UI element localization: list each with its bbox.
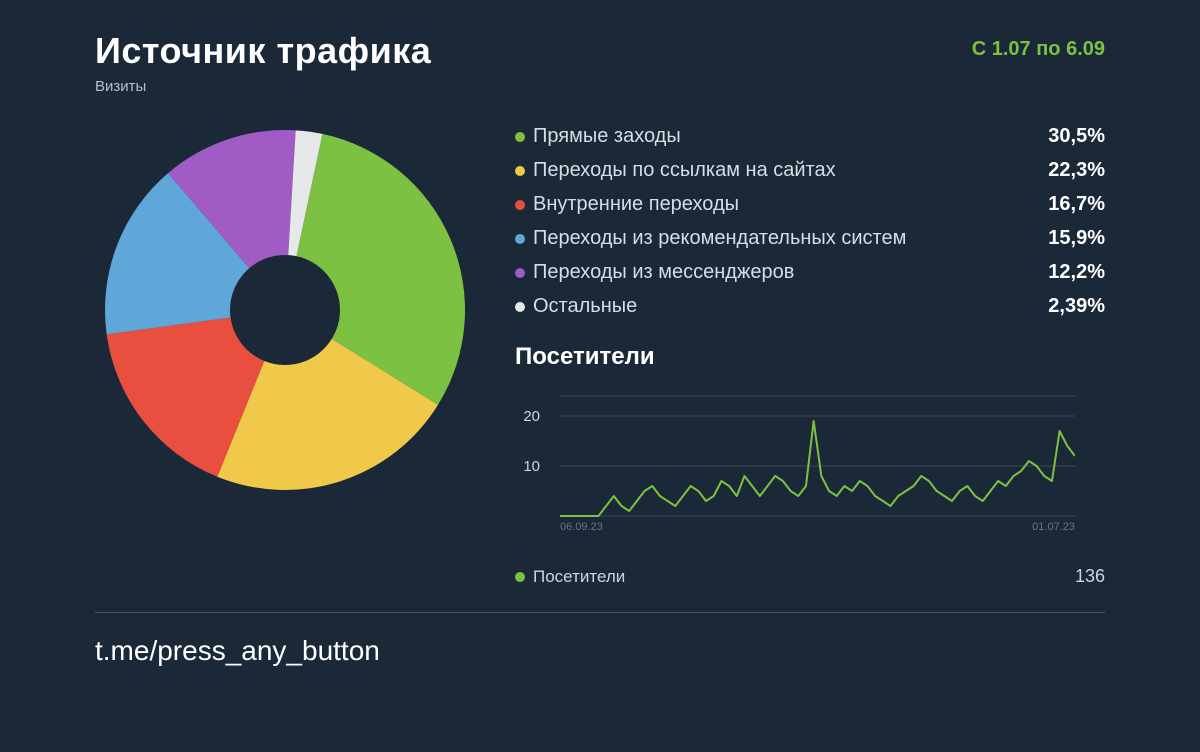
page-subtitle: Визиты bbox=[95, 78, 431, 95]
legend-value: 15,9% bbox=[1048, 227, 1105, 250]
svg-text:06.09.23: 06.09.23 bbox=[560, 521, 603, 531]
legend-row: Прямые заходы 30,5% bbox=[515, 125, 1105, 148]
legend-value: 16,7% bbox=[1048, 193, 1105, 216]
line-legend-dot-icon bbox=[515, 572, 525, 582]
legend-row: Внутренние переходы 16,7% bbox=[515, 193, 1105, 216]
legend-dot-icon bbox=[515, 132, 525, 142]
legend-row: Остальные 2,39% bbox=[515, 295, 1105, 318]
visitors-line-chart: 10 20 06.09.23 01.07.23 bbox=[515, 391, 1105, 536]
legend-label: Внутренние переходы bbox=[533, 193, 739, 216]
legend-row: Переходы из мессенджеров 12,2% bbox=[515, 261, 1105, 284]
visitors-title: Посетители bbox=[515, 343, 1105, 371]
visitors-total: 136 bbox=[1075, 566, 1105, 587]
date-range: С 1.07 по 6.09 bbox=[972, 38, 1105, 61]
legend-dot-icon bbox=[515, 268, 525, 278]
legend-value: 22,3% bbox=[1048, 159, 1105, 182]
page-title: Источник трафика bbox=[95, 30, 431, 72]
legend-dot-icon bbox=[515, 234, 525, 244]
legend-label: Переходы из рекомендательных систем bbox=[533, 227, 906, 250]
divider bbox=[95, 612, 1105, 613]
header: Источник трафика Визиты С 1.07 по 6.09 bbox=[95, 30, 1105, 95]
legend-dot-icon bbox=[515, 200, 525, 210]
legend-value: 2,39% bbox=[1048, 295, 1105, 318]
svg-text:20: 20 bbox=[523, 408, 540, 425]
visitors-line bbox=[560, 421, 1075, 516]
legend-label: Остальные bbox=[533, 295, 637, 318]
legend-dot-icon bbox=[515, 302, 525, 312]
legend-row: Переходы по ссылкам на сайтах 22,3% bbox=[515, 159, 1105, 182]
legend-value: 30,5% bbox=[1048, 125, 1105, 148]
legend-label: Переходы из мессенджеров bbox=[533, 261, 794, 284]
traffic-legend: Прямые заходы 30,5% Переходы по ссылкам на… bbox=[515, 125, 1105, 318]
legend-value: 12,2% bbox=[1048, 261, 1105, 284]
svg-text:01.07.23: 01.07.23 bbox=[1032, 521, 1075, 531]
donut-chart bbox=[95, 120, 475, 587]
legend-row: Переходы из рекомендательных систем 15,9% bbox=[515, 227, 1105, 250]
line-legend-label: Посетители bbox=[533, 567, 625, 587]
svg-text:10: 10 bbox=[523, 458, 540, 475]
legend-dot-icon bbox=[515, 166, 525, 176]
footer-link[interactable]: t.me/press_any_button bbox=[95, 635, 1105, 667]
legend-label: Переходы по ссылкам на сайтах bbox=[533, 159, 836, 182]
legend-label: Прямые заходы bbox=[533, 125, 681, 148]
line-legend: Посетители bbox=[515, 567, 625, 587]
